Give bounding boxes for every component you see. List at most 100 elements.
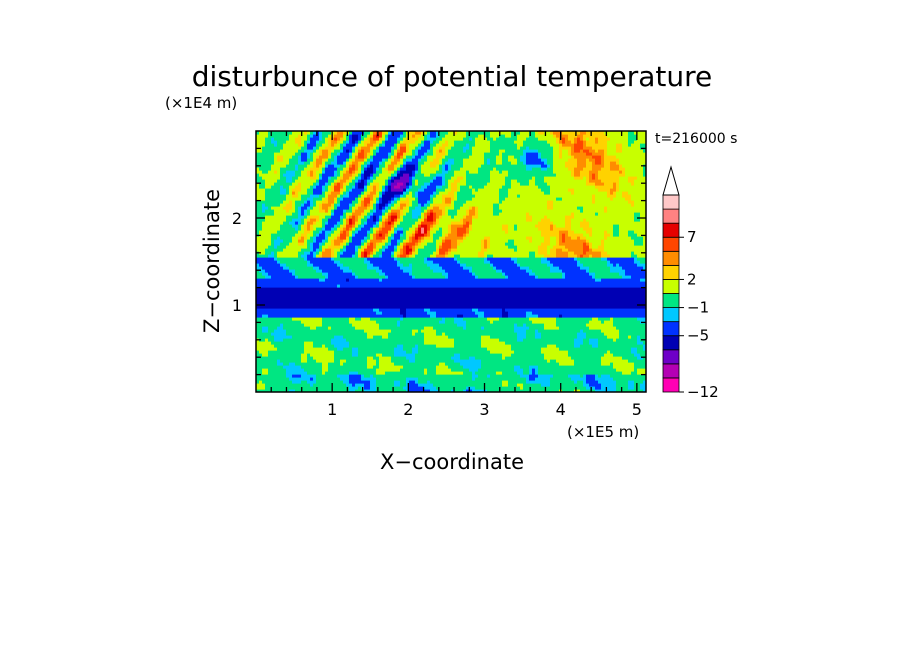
contour-cell (313, 143, 317, 147)
contour-cell (274, 209, 278, 213)
contour-cell (331, 305, 335, 309)
contour-cell (424, 155, 428, 159)
contour-cell (295, 215, 299, 219)
contour-cell (289, 245, 293, 249)
contour-cell (385, 323, 389, 327)
contour-cell (397, 278, 401, 282)
contour-cell (313, 317, 317, 321)
contour-cell (256, 263, 260, 267)
contour-cell (283, 191, 287, 195)
contour-cell (403, 275, 407, 279)
contour-cell (370, 263, 374, 267)
contour-cell (343, 320, 347, 324)
contour-cell (289, 389, 293, 392)
contour-cell (289, 326, 293, 330)
contour-cell (400, 281, 404, 285)
contour-cell (304, 215, 308, 219)
contour-cell (385, 233, 389, 237)
contour-cell (331, 329, 335, 333)
contour-cell (271, 335, 275, 339)
contour-cell (394, 263, 398, 267)
contour-cell (325, 254, 329, 258)
contour-cell (421, 227, 425, 231)
contour-cell (328, 200, 332, 204)
contour-cell (301, 362, 305, 366)
contour-cell (382, 371, 386, 375)
contour-cell (424, 323, 428, 327)
contour-cell (313, 389, 317, 392)
contour-cell (280, 293, 284, 297)
contour-cell (397, 227, 401, 231)
contour-cell (295, 326, 299, 330)
contour-cell (304, 356, 308, 360)
contour-cell (403, 347, 407, 351)
contour-cell (400, 263, 404, 267)
contour-cell (319, 305, 323, 309)
contour-cell (268, 245, 272, 249)
contour-cell (394, 140, 398, 144)
contour-cell (403, 170, 407, 174)
contour-cell (379, 164, 383, 168)
contour-cell (316, 302, 320, 306)
contour-cell (292, 269, 296, 273)
contour-cell (382, 158, 386, 162)
contour-cell (373, 368, 377, 372)
contour-cell (337, 227, 341, 231)
contour-cell (322, 266, 326, 270)
contour-cell (337, 344, 341, 348)
contour-cell (274, 236, 278, 240)
contour-cell (292, 320, 296, 324)
contour-cell (385, 383, 389, 387)
contour-cell (292, 314, 296, 318)
contour-cell (337, 239, 341, 243)
contour-cell (382, 170, 386, 174)
contour-cell (316, 152, 320, 156)
contour-cell (262, 254, 266, 258)
contour-cell (376, 149, 380, 153)
contour-cell (298, 380, 302, 384)
contour-cell (346, 152, 350, 156)
contour-cell (325, 140, 329, 144)
contour-cell (262, 146, 266, 150)
contour-cell (418, 203, 422, 207)
contour-cell (331, 203, 335, 207)
contour-cell (283, 371, 287, 375)
contour-cell (301, 218, 305, 222)
contour-cell (319, 323, 323, 327)
contour-cell (295, 248, 299, 252)
contour-cell (352, 305, 356, 309)
contour-cell (379, 284, 383, 288)
contour-cell (349, 134, 353, 138)
contour-cell (355, 329, 359, 333)
contour-cell (382, 149, 386, 153)
contour-cell (262, 311, 266, 315)
contour-cell (346, 176, 350, 180)
contour-cell (421, 278, 425, 282)
contour-cell (292, 197, 296, 201)
contour-cell (262, 389, 266, 392)
contour-cell (274, 173, 278, 177)
contour-cell (298, 209, 302, 213)
contour-cell (268, 188, 272, 192)
contour-cell (367, 167, 371, 171)
contour-cell (295, 338, 299, 342)
contour-cell (385, 179, 389, 183)
contour-cell (265, 236, 269, 240)
contour-cell (382, 281, 386, 285)
contour-cell (412, 356, 416, 360)
contour-cell (367, 293, 371, 297)
contour-cell (313, 311, 317, 315)
contour-cell (280, 290, 284, 294)
contour-cell (280, 212, 284, 216)
contour-cell (337, 308, 341, 312)
contour-cell (304, 167, 308, 171)
contour-cell (403, 245, 407, 249)
contour-cell (379, 197, 383, 201)
contour-cell (274, 326, 278, 330)
contour-cell (262, 329, 266, 333)
contour-cell (319, 203, 323, 207)
contour-cell (295, 290, 299, 294)
contour-cell (256, 326, 260, 330)
contour-cell (340, 191, 344, 195)
contour-cell (370, 368, 374, 372)
